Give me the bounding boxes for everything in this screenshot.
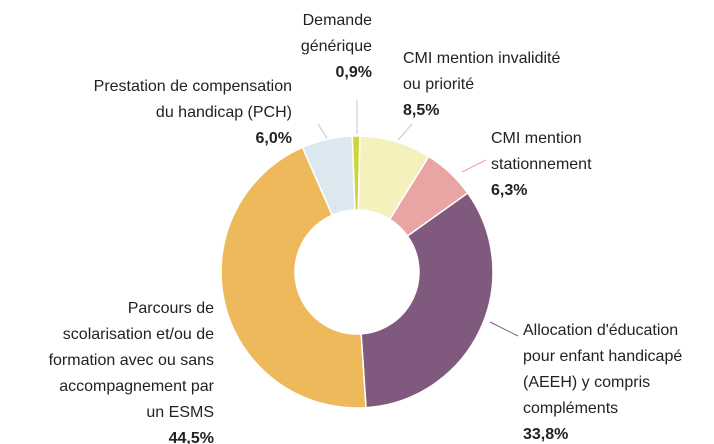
category-label: CMI mention stationnement	[491, 130, 592, 173]
leader-line	[489, 321, 519, 337]
value-label: 44,5%	[168, 430, 214, 444]
category-label: Allocation d'éducation pour enfant handi…	[523, 322, 683, 417]
label: CMI mention invalidité ou priorité 8,5%	[403, 46, 560, 124]
category-label: Parcours de scolarisation et/ou de forma…	[48, 300, 214, 421]
category-label: Prestation de compensation du handicap (…	[93, 78, 292, 121]
label: Parcours de scolarisation et/ou de forma…	[49, 296, 214, 444]
donut-slice	[220, 146, 367, 409]
label: CMI mention stationnement 6,3%	[491, 126, 592, 204]
value-label: 6,0%	[255, 130, 292, 147]
leader-line	[397, 123, 413, 141]
donut-slice	[360, 192, 494, 409]
value-label: 6,3%	[491, 182, 528, 199]
value-label: 8,5%	[403, 102, 440, 119]
label: Demande générique 0,9%	[301, 8, 372, 86]
leader-line	[317, 123, 329, 141]
donut-slice	[301, 135, 356, 217]
leader-line	[461, 159, 487, 173]
label: Allocation d'éducation pour enfant handi…	[523, 318, 682, 444]
category-label: CMI mention invalidité ou priorité	[403, 50, 561, 93]
category-label: Demande générique	[300, 12, 372, 55]
leader-lines	[317, 100, 519, 337]
value-label: 0,9%	[335, 64, 372, 81]
label: Prestation de compensation du handicap (…	[94, 74, 292, 152]
value-label: 33,8%	[523, 426, 569, 443]
